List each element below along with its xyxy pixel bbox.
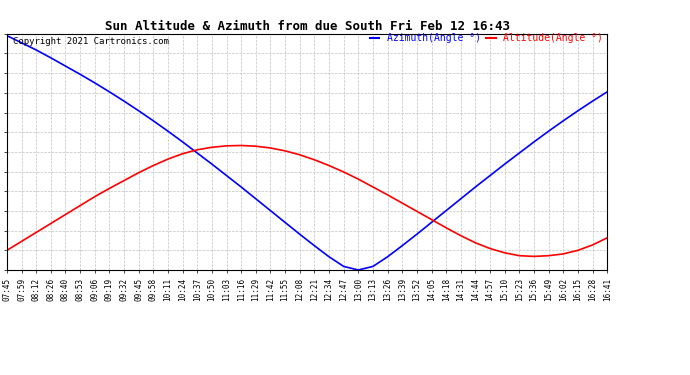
Text: Copyright 2021 Cartronics.com: Copyright 2021 Cartronics.com bbox=[13, 37, 169, 46]
Title: Sun Altitude & Azimuth from due South Fri Feb 12 16:43: Sun Altitude & Azimuth from due South Fr… bbox=[105, 20, 509, 33]
Legend: Azimuth(Angle °), Altitude(Angle °): Azimuth(Angle °), Altitude(Angle °) bbox=[366, 29, 607, 47]
